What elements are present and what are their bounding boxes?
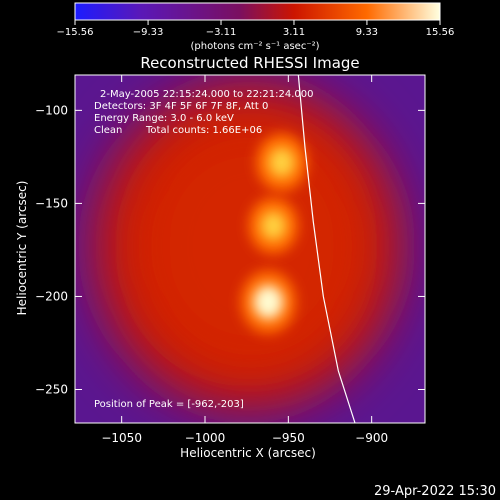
colorbar-tick-label: 9.33 [356, 27, 378, 38]
x-tick-label: −900 [355, 431, 388, 445]
y-axis-label: Heliocentric Y (arcsec) [15, 181, 29, 316]
y-tick-label: −250 [35, 383, 68, 397]
info-detectors: Detectors: 3F 4F 5F 6F 7F 8F, Att 0 [94, 101, 268, 112]
info-total-counts: Total counts: 1.66E+06 [145, 125, 262, 136]
hxr-source-core [260, 211, 286, 241]
x-tick-label: −1000 [185, 431, 226, 445]
y-tick-label: −200 [35, 289, 68, 303]
x-axis-ticks: −1050 −1000 −950 −900 [101, 75, 388, 445]
info-overlay: 2-May-2005 22:15:24.000 to 22:21:24.000 … [94, 89, 313, 410]
chart-title: Reconstructed RHESSI Image [140, 54, 359, 72]
info-energy-range: Energy Range: 3.0 - 6.0 keV [94, 113, 234, 124]
colorbar-tick-label: 3.11 [283, 27, 305, 38]
colorbar-tick-label: −9.33 [133, 27, 164, 38]
y-axis-ticks: −100 −150 −200 −250 [35, 103, 425, 397]
info-peak-position: Position of Peak = [-962,-203] [94, 399, 244, 410]
colorbar-tick-label: 15.56 [426, 27, 455, 38]
colorbar-unit-label: (photons cm⁻² s⁻¹ asec⁻²) [190, 41, 319, 52]
x-tick-label: −950 [272, 431, 305, 445]
info-method: Clean [94, 125, 122, 136]
plot-frame [74, 74, 426, 424]
emission-disk-core [131, 116, 372, 377]
x-axis-label: Heliocentric X (arcsec) [180, 446, 316, 460]
colorbar-gradient [74, 2, 441, 21]
colorbar-ticks: −15.56 −9.33 −3.11 3.11 9.33 15.56 [56, 20, 454, 38]
solar-limb-line [297, 75, 356, 423]
hxr-source-core [268, 147, 295, 178]
source-layer [96, 86, 397, 407]
colorbar: −15.56 −9.33 −3.11 3.11 9.33 15.56 (photons c… [56, 2, 454, 52]
hxr-source-core [253, 285, 284, 320]
image-area [75, 75, 425, 423]
x-tick-label: −1050 [101, 431, 142, 445]
colorbar-tick-label: −3.11 [206, 27, 237, 38]
y-tick-label: −150 [35, 196, 68, 210]
info-time-range: 2-May-2005 22:15:24.000 to 22:21:24.000 [100, 89, 313, 100]
footer-timestamp: 29-Apr-2022 15:30 [374, 484, 496, 499]
y-tick-label: −100 [35, 103, 68, 117]
colorbar-tick-label: −15.56 [56, 27, 93, 38]
